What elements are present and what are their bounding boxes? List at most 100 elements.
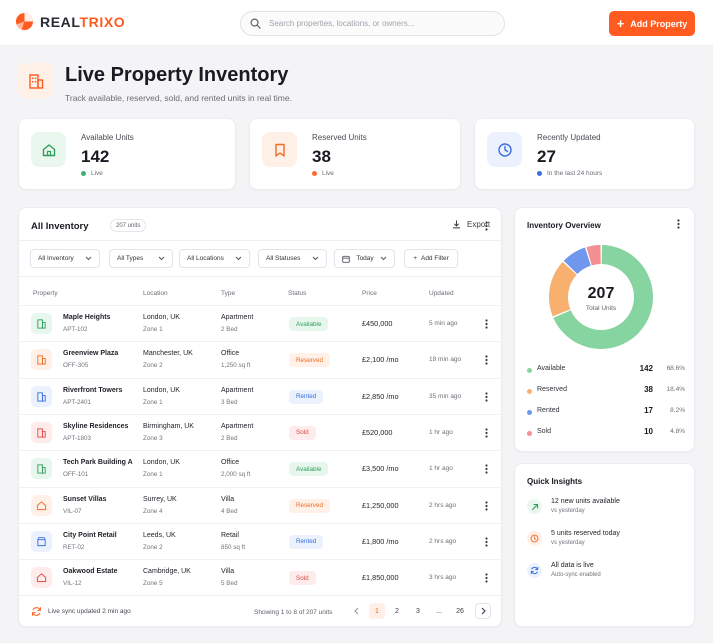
column-header-updated[interactable]: Updated [429, 290, 454, 297]
inventory-more-icon[interactable] [480, 219, 492, 233]
property-price: £520,000 [362, 427, 393, 437]
table-row[interactable]: Oakwood Estate VIL-12 Cambridge, UK Zone 5 V… [19, 559, 503, 595]
legend-item[interactable]: Available 142 68.6% [527, 363, 685, 377]
logo-icon [15, 12, 34, 31]
inventory-card: All Inventory 207 units Export All Inven… [18, 207, 503, 627]
insight-text: All data is live [551, 562, 594, 569]
filter-date[interactable]: Today [334, 249, 395, 268]
property-name[interactable]: Greenview Plaza [63, 350, 119, 358]
property-name[interactable]: Oakwood Estate [63, 568, 118, 576]
table-row[interactable]: Greenview Plaza OFF-305 Manchester, UK Zone… [19, 341, 503, 377]
add-filter-button[interactable]: + Add Filter [404, 249, 458, 268]
property-size: 2,000 sq ft [221, 471, 251, 479]
legend-dot [527, 410, 532, 415]
column-header-status[interactable]: Status [288, 290, 307, 297]
property-name[interactable]: Maple Heights [63, 314, 111, 321]
insight-subtext: vs yesterday [551, 540, 585, 546]
column-header-location[interactable]: Location [143, 290, 168, 297]
table-row[interactable]: Skyline Residences APT-1803 Birmingham, UK… [19, 413, 503, 450]
top-bar: REALTRIXO + Add Property [0, 0, 713, 46]
property-zone: Zone 3 [143, 434, 163, 442]
legend-dot [527, 389, 532, 394]
row-more-icon[interactable] [480, 535, 492, 549]
overview-more-icon[interactable] [672, 217, 684, 231]
legend-item[interactable]: Rented 17 8.2% [527, 405, 685, 419]
table-row[interactable]: City Point Retail RET-02 Leeds, UK Zone 2 Re… [19, 522, 503, 559]
column-header-property[interactable]: Property [33, 290, 58, 297]
property-price: £1,850,000 [362, 573, 399, 583]
filter-locations[interactable]: All Locations [179, 249, 250, 268]
filter-inventory[interactable]: All Inventory [30, 249, 100, 268]
filter-statuses[interactable]: All Statuses [258, 249, 327, 268]
table-row[interactable]: Riverfront Towers APT-2401 London, UK Zone … [19, 377, 503, 414]
table-row[interactable]: Maple Heights APT-102 London, UK Zone 1 Apar… [19, 305, 503, 341]
column-header-type[interactable]: Type [221, 290, 236, 297]
row-more-icon[interactable] [480, 571, 492, 585]
live-sync-status: Live sync updated 2 min ago [31, 606, 131, 617]
export-button[interactable]: Export [452, 220, 490, 229]
row-more-icon[interactable] [480, 462, 492, 476]
chevron-down-icon [85, 256, 92, 261]
search-input[interactable] [269, 19, 489, 28]
pagination-next[interactable] [475, 603, 491, 619]
updated-time: 1 hr ago [429, 428, 453, 436]
add-property-button[interactable]: + Add Property [609, 11, 695, 36]
insight-text: 5 units reserved today [551, 530, 620, 537]
property-type: Apartment [221, 386, 254, 394]
clock-icon [527, 531, 542, 546]
sync-text: Live sync updated 2 min ago [48, 608, 131, 615]
row-more-icon[interactable] [480, 499, 492, 513]
property-type: Villa [221, 495, 235, 503]
updated-time: 35 min ago [429, 392, 462, 400]
property-name[interactable]: Sunset Villas [63, 495, 107, 503]
property-zone: Zone 5 [143, 580, 163, 588]
stat-card-available: Available Units 142 Live [18, 118, 236, 190]
property-code: VIL-12 [63, 580, 82, 588]
row-more-icon[interactable] [480, 317, 492, 331]
property-type: Villa [221, 568, 235, 576]
stat-label: Recently Updated [537, 133, 601, 142]
legend-dot [527, 431, 532, 436]
status-badge: Reserved [289, 353, 330, 368]
table-row[interactable]: Tech Park Building A OFF-101 London, UK Zon… [19, 450, 503, 486]
chevron-down-icon [235, 256, 242, 261]
chevron-left-icon [353, 607, 358, 615]
legend-value: 10 [644, 427, 653, 436]
property-size: 3 Bed [221, 398, 238, 406]
filter-types[interactable]: All Types [109, 249, 173, 268]
property-name[interactable]: Tech Park Building A [63, 459, 133, 467]
pagination-page[interactable]: 26 [456, 607, 464, 615]
insight-item: All data is live Auto-sync enabled [527, 562, 687, 586]
legend-percent: 68.6% [666, 365, 685, 372]
search-bar[interactable] [240, 11, 505, 36]
brand-name: REALTRIXO [40, 13, 126, 30]
pagination-page[interactable]: 2 [395, 607, 399, 615]
donut-segment-sold[interactable] [586, 245, 601, 266]
pagination-prev[interactable] [348, 603, 364, 619]
row-more-icon[interactable] [480, 353, 492, 367]
property-location: Cambridge, UK [143, 568, 191, 576]
quick-insights-card: Quick Insights 12 new units available vs… [514, 463, 695, 627]
legend-item[interactable]: Sold 10 4.8% [527, 426, 685, 440]
legend-item[interactable]: Reserved 38 18.4% [527, 384, 685, 398]
property-name[interactable]: Skyline Residences [63, 422, 129, 430]
chevron-down-icon [312, 256, 319, 261]
row-more-icon[interactable] [480, 390, 492, 404]
row-more-icon[interactable] [480, 426, 492, 440]
legend-percent: 18.4% [666, 386, 685, 393]
plus-icon: + [413, 255, 417, 262]
pagination-page[interactable]: 1 [369, 603, 385, 619]
updated-time: 1 hr ago [429, 465, 453, 473]
table-row[interactable]: Sunset Villas VIL-07 Surrey, UK Zone 4 Villa… [19, 486, 503, 523]
donut-segment-rented[interactable] [563, 247, 591, 274]
donut-segment-available[interactable] [553, 245, 653, 349]
updated-time: 3 hrs ago [429, 574, 457, 582]
legend-percent: 4.8% [670, 428, 685, 435]
property-name[interactable]: Riverfront Towers [63, 386, 123, 394]
donut-segment-reserved[interactable] [549, 261, 577, 317]
pagination-page[interactable]: 3 [416, 607, 420, 615]
column-header-price[interactable]: Price [362, 290, 377, 297]
brand-logo[interactable]: REALTRIXO [15, 12, 125, 31]
property-price: £1,250,000 [362, 500, 399, 510]
property-name[interactable]: City Point Retail [63, 531, 117, 539]
